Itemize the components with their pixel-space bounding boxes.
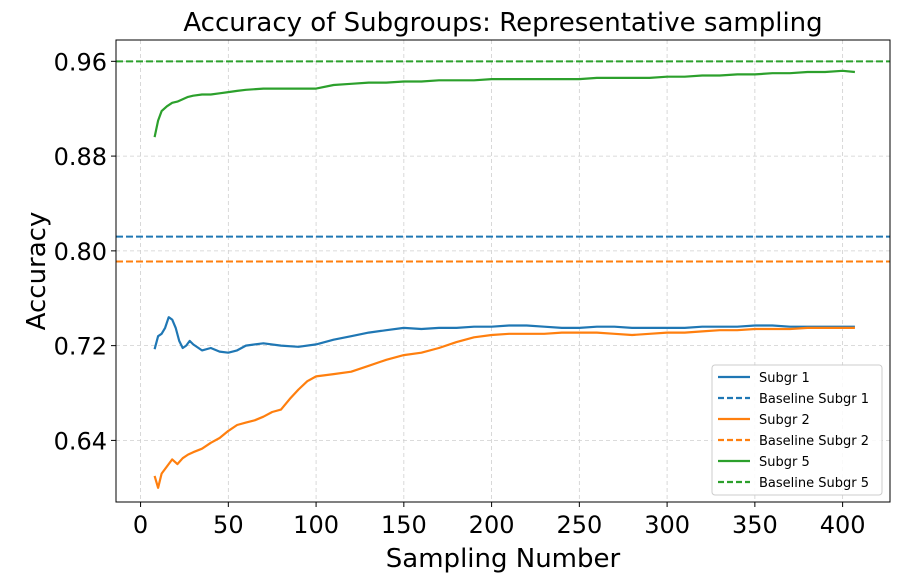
x-tick-label: 0 <box>133 511 148 539</box>
y-tick-label: 0.80 <box>54 238 107 266</box>
y-tick-label: 0.88 <box>54 143 107 171</box>
y-tick-label: 0.96 <box>54 48 107 76</box>
legend-label: Baseline Subgr 1 <box>759 392 869 407</box>
chart-title: Accuracy of Subgroups: Representative sa… <box>183 8 822 38</box>
y-tick-label: 0.72 <box>54 333 107 361</box>
series-line-1 <box>153 316 855 354</box>
baseline-layer <box>116 60 890 263</box>
y-axis-ticks: 0.64 0.72 0.80 0.88 0.96 <box>54 48 116 455</box>
legend-label: Subgr 5 <box>759 455 810 470</box>
x-axis-label: Sampling Number <box>386 544 621 574</box>
legend-label: Subgr 2 <box>759 413 810 428</box>
plot-frame <box>115 39 891 503</box>
legend-box <box>711 364 883 496</box>
series-line-3 <box>153 69 856 138</box>
x-tick-label: 200 <box>469 511 515 539</box>
x-tick-label: 250 <box>556 511 602 539</box>
x-tick-label: 350 <box>732 511 778 539</box>
x-tick-label: 400 <box>820 511 866 539</box>
legend-label: Baseline Subgr 5 <box>759 476 869 491</box>
x-tick-label: 300 <box>644 511 690 539</box>
x-tick-label: 50 <box>213 511 244 539</box>
legend-entries: Subgr 1 Baseline Subgr 1 Subgr 2 Baseline S… <box>718 371 869 491</box>
legend-label: Baseline Subgr 2 <box>759 434 869 449</box>
legend-label: Subgr 1 <box>759 371 810 386</box>
legend: Subgr 1 Baseline Subgr 1 Subgr 2 Baseline S… <box>711 364 883 496</box>
series-layer <box>153 69 856 489</box>
x-axis-ticks: 0 50 100 150 200 250 300 350 400 <box>133 502 866 539</box>
x-tick-label: 150 <box>381 511 427 539</box>
series-line-2 <box>153 326 855 489</box>
y-tick-label: 0.64 <box>54 427 107 455</box>
y-axis-label: Accuracy <box>22 212 52 331</box>
x-tick-label: 100 <box>293 511 339 539</box>
